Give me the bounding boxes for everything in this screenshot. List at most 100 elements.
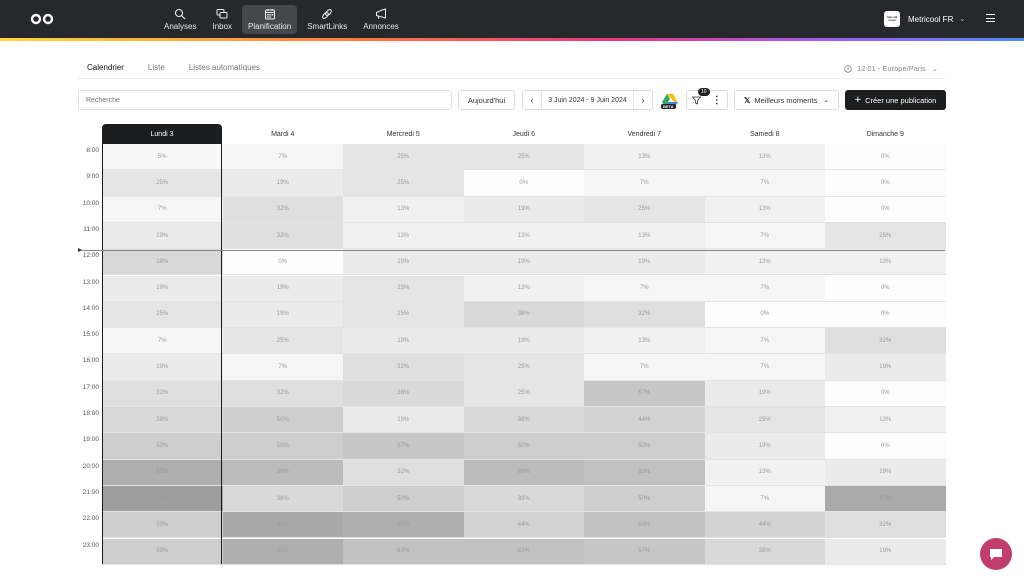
time-slot-cell[interactable]: 0% xyxy=(825,380,946,407)
time-slot-cell[interactable]: 13% xyxy=(704,144,825,171)
time-slot-cell[interactable]: 13% xyxy=(343,222,464,250)
time-slot-cell[interactable]: 50% xyxy=(102,433,223,460)
time-slot-cell[interactable]: 25% xyxy=(463,354,584,381)
time-slot-cell[interactable]: 7% xyxy=(704,222,825,250)
time-slot-cell[interactable]: 69% xyxy=(222,459,343,486)
time-slot-cell[interactable]: 32% xyxy=(102,380,223,407)
time-slot-cell[interactable]: 38% xyxy=(463,485,584,513)
time-slot-cell[interactable]: 25% xyxy=(102,301,223,329)
time-slot-cell[interactable]: 19% xyxy=(343,328,464,355)
today-button[interactable]: Aujourd'hui xyxy=(458,90,515,110)
time-slot-cell[interactable]: 25% xyxy=(343,144,464,171)
time-slot-cell[interactable]: 44% xyxy=(463,512,584,539)
time-slot-cell[interactable]: 19% xyxy=(102,222,223,250)
time-slot-cell[interactable]: 0% xyxy=(825,433,946,460)
time-slot-cell[interactable]: 32% xyxy=(222,380,343,407)
time-slot-cell[interactable]: 13% xyxy=(584,144,705,171)
time-slot-cell[interactable]: 7% xyxy=(584,354,705,381)
time-slot-cell[interactable]: 82% xyxy=(102,459,223,486)
time-slot-cell[interactable]: 25% xyxy=(343,301,464,329)
time-slot-cell[interactable]: 63% xyxy=(463,538,584,565)
menu-icon[interactable] xyxy=(986,14,995,22)
time-slot-cell[interactable]: 38% xyxy=(102,249,223,276)
time-slot-cell[interactable]: 7% xyxy=(704,328,825,355)
time-slot-cell[interactable]: 38% xyxy=(463,407,584,434)
time-slot-cell[interactable]: 50% xyxy=(584,433,705,460)
time-slot-cell[interactable]: 50% xyxy=(463,433,584,460)
time-slot-cell[interactable]: 19% xyxy=(343,249,464,276)
best-moments-dropdown[interactable]: 𝕏 Meilleurs moments ⌄ xyxy=(734,90,839,110)
time-slot-cell[interactable]: 38% xyxy=(704,538,825,565)
time-slot-cell[interactable]: 19% xyxy=(102,275,223,302)
time-slot-cell[interactable]: 13% xyxy=(584,328,705,355)
more-vertical-icon[interactable]: ⋮ xyxy=(711,94,722,106)
time-slot-cell[interactable]: 32% xyxy=(222,222,343,250)
time-slot-cell[interactable]: 63% xyxy=(343,538,464,565)
time-slot-cell[interactable]: 32% xyxy=(825,328,946,355)
time-slot-cell[interactable]: 19% xyxy=(825,538,946,565)
time-slot-cell[interactable]: 82% xyxy=(343,512,464,539)
nav-planification[interactable]: Planification xyxy=(242,5,298,34)
time-slot-cell[interactable]: 44% xyxy=(584,407,705,434)
time-slot-cell[interactable]: 32% xyxy=(222,196,343,223)
time-slot-cell[interactable]: 25% xyxy=(584,196,705,223)
time-slot-cell[interactable]: 19% xyxy=(222,275,343,302)
time-slot-cell[interactable]: 19% xyxy=(704,433,825,460)
time-slot-cell[interactable]: 32% xyxy=(584,301,705,329)
search-input[interactable] xyxy=(78,90,452,110)
time-slot-cell[interactable]: 19% xyxy=(343,407,464,434)
time-slot-cell[interactable]: 19% xyxy=(102,354,223,381)
time-slot-cell[interactable]: 57% xyxy=(343,433,464,460)
time-slot-cell[interactable]: 0% xyxy=(463,170,584,197)
time-slot-cell[interactable]: 19% xyxy=(704,380,825,407)
time-slot-cell[interactable]: 7% xyxy=(222,354,343,381)
time-slot-cell[interactable]: 7% xyxy=(222,144,343,171)
time-slot-cell[interactable]: 0% xyxy=(825,170,946,197)
time-slot-cell[interactable]: 25% xyxy=(704,407,825,434)
time-slot-cell[interactable]: 13% xyxy=(704,249,825,276)
time-slot-cell[interactable]: 19% xyxy=(584,249,705,276)
time-slot-cell[interactable]: 69% xyxy=(463,459,584,486)
time-slot-cell[interactable]: 19% xyxy=(825,459,946,486)
tab-liste[interactable]: Liste xyxy=(147,63,165,72)
time-slot-cell[interactable]: 0% xyxy=(704,301,825,329)
time-slot-cell[interactable]: 7% xyxy=(704,485,825,513)
time-slot-cell[interactable]: 19% xyxy=(825,354,946,381)
time-slot-cell[interactable]: 50% xyxy=(343,485,464,513)
chevron-left-icon[interactable]: ‹ xyxy=(530,95,534,105)
create-post-button[interactable]: + Créer une publication xyxy=(845,90,946,110)
time-slot-cell[interactable]: 50% xyxy=(222,407,343,434)
time-slot-cell[interactable]: 13% xyxy=(343,196,464,223)
nav-inbox[interactable]: Inbox xyxy=(206,5,238,34)
time-slot-cell[interactable]: 44% xyxy=(704,512,825,539)
time-slot-cell[interactable]: 13% xyxy=(584,222,705,250)
time-slot-cell[interactable]: 0% xyxy=(825,144,946,171)
time-slot-cell[interactable]: 57% xyxy=(584,380,705,407)
time-slot-cell[interactable]: 5% xyxy=(102,144,223,171)
time-slot-cell[interactable]: 7% xyxy=(704,170,825,197)
nav-annonces[interactable]: Annonces xyxy=(357,5,405,34)
time-slot-cell[interactable]: 25% xyxy=(463,380,584,407)
nav-smartlinks[interactable]: SmartLinks xyxy=(301,5,353,34)
time-slot-cell[interactable]: 32% xyxy=(825,512,946,539)
time-slot-cell[interactable]: 7% xyxy=(704,354,825,381)
time-slot-cell[interactable]: 25% xyxy=(343,275,464,302)
time-slot-cell[interactable]: 87% xyxy=(825,485,946,513)
time-slot-cell[interactable]: 32% xyxy=(343,459,464,486)
time-slot-cell[interactable]: 0% xyxy=(825,275,946,302)
date-range-label[interactable]: 3 Juin 2024 - 9 Juin 2024 xyxy=(541,91,634,109)
time-slot-cell[interactable]: 50% xyxy=(102,538,223,565)
time-slot-cell[interactable]: 13% xyxy=(463,275,584,302)
time-slot-cell[interactable]: 19% xyxy=(463,249,584,276)
time-slot-cell[interactable]: 7% xyxy=(584,170,705,197)
time-slot-cell[interactable]: 7% xyxy=(584,275,705,302)
time-slot-cell[interactable]: 88% xyxy=(222,512,343,539)
tab-listes-automatiques[interactable]: Listes automatiques xyxy=(188,63,260,72)
time-slot-cell[interactable]: 0% xyxy=(825,301,946,329)
time-slot-cell[interactable]: 19% xyxy=(463,328,584,355)
time-slot-cell[interactable]: 13% xyxy=(704,196,825,223)
time-slot-cell[interactable]: 82% xyxy=(222,538,343,565)
time-slot-cell[interactable]: 25% xyxy=(825,222,946,250)
time-slot-cell[interactable]: 50% xyxy=(222,433,343,460)
time-slot-cell[interactable]: 25% xyxy=(102,170,223,197)
